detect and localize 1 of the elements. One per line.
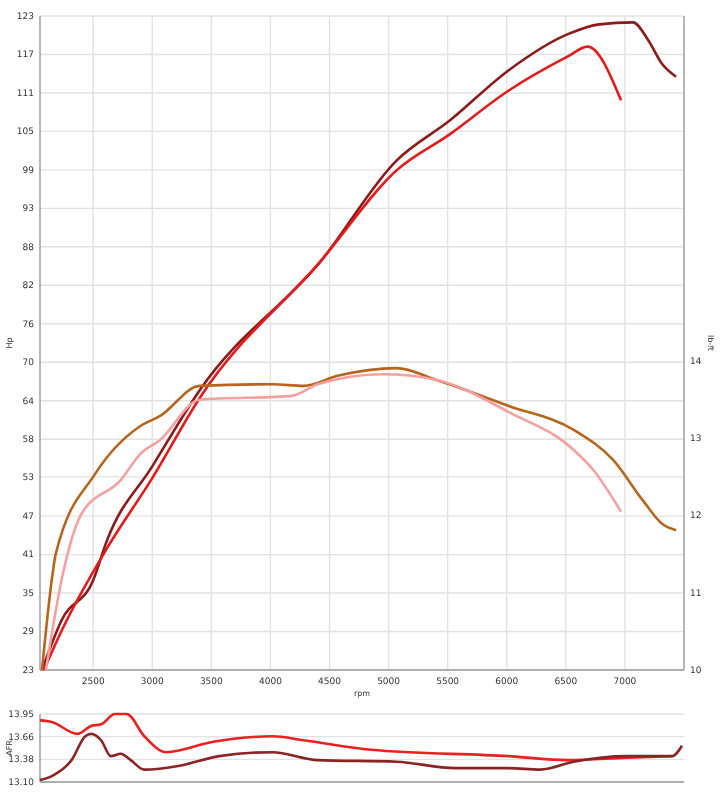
line-series	[38, 712, 674, 762]
